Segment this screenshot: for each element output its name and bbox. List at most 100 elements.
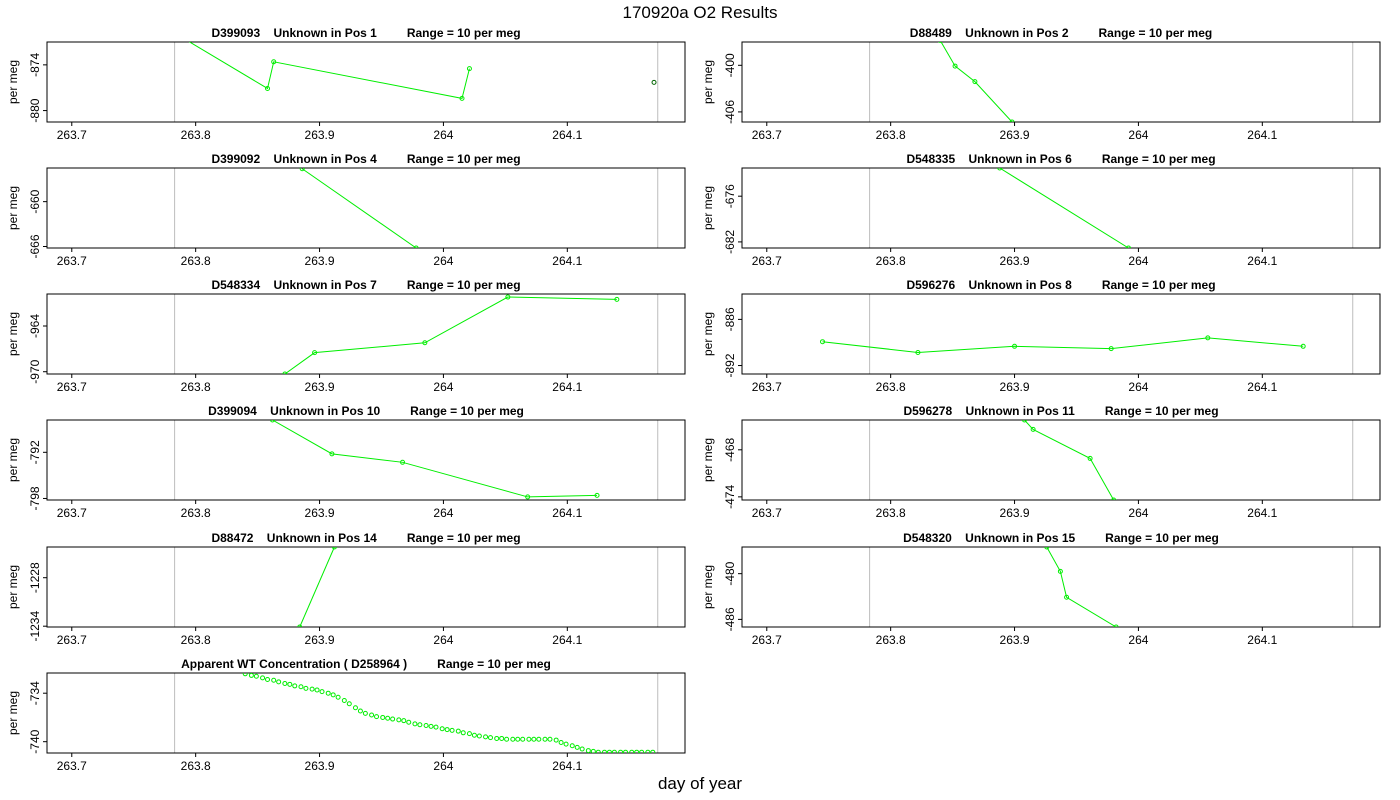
y-tick-label: -886 xyxy=(723,307,737,331)
x-tick-label: 264 xyxy=(433,254,453,268)
data-point xyxy=(515,736,521,742)
panel-frame xyxy=(46,546,686,628)
y-tick-label: -892 xyxy=(723,353,737,377)
series-line xyxy=(188,42,470,99)
data-point xyxy=(476,733,482,739)
panel-title: D548335 Unknown in Pos 6 Range = 10 per … xyxy=(906,152,1215,166)
data-point xyxy=(574,744,580,750)
data-point xyxy=(1126,245,1132,248)
data-point xyxy=(651,79,657,85)
y-tick-label: -660 xyxy=(28,189,42,213)
data-point xyxy=(433,724,439,730)
x-tick-label: 264.1 xyxy=(1247,633,1277,647)
series-line xyxy=(999,168,1129,248)
x-axis-label: day of year xyxy=(657,774,743,793)
data-point xyxy=(314,687,320,693)
y-tick-label: -964 xyxy=(28,314,42,338)
x-tick-label: 263.9 xyxy=(1000,633,1030,647)
x-tick-label: 263.8 xyxy=(876,128,906,142)
x-tick-label: 263.9 xyxy=(1000,506,1030,520)
data-point xyxy=(594,492,600,498)
data-point xyxy=(282,681,288,687)
x-tick-label: 264 xyxy=(433,759,453,773)
data-point xyxy=(466,66,472,72)
data-point xyxy=(242,673,248,677)
y-tick-label: -400 xyxy=(723,53,737,77)
data-point xyxy=(525,494,531,500)
x-tick-label: 263.9 xyxy=(305,506,335,520)
data-point xyxy=(312,350,318,356)
x-tick-label: 263.8 xyxy=(876,633,906,647)
data-point xyxy=(390,716,396,722)
data-layer xyxy=(297,547,337,627)
x-tick-label: 264.1 xyxy=(552,380,582,394)
y-axis-label: per meg xyxy=(6,60,20,104)
y-tick-label: -798 xyxy=(28,486,42,510)
data-point xyxy=(297,624,303,627)
y-axis-label: per meg xyxy=(6,438,20,482)
y-tick-label: -682 xyxy=(723,230,737,254)
data-layer xyxy=(1021,420,1117,500)
y-tick-label: -480 xyxy=(723,561,737,585)
data-point xyxy=(1300,343,1306,349)
x-tick-label: 264.1 xyxy=(1247,128,1277,142)
x-tick-label: 263.9 xyxy=(305,128,335,142)
panel-frame xyxy=(741,41,1381,123)
panel-title: D596276 Unknown in Pos 8 Range = 10 per … xyxy=(906,278,1215,292)
series-line xyxy=(940,42,1013,122)
panel-title: Apparent WT Concentration ( D258964 ) Ra… xyxy=(181,657,551,671)
series-line xyxy=(822,337,1304,353)
data-point xyxy=(526,736,532,742)
y-axis-label: per meg xyxy=(6,691,20,735)
x-tick-label: 263.7 xyxy=(752,506,782,520)
y-tick-label: -874 xyxy=(28,53,42,77)
x-tick-label: 263.8 xyxy=(181,380,211,394)
x-tick-label: 264 xyxy=(433,506,453,520)
y-tick-label: -676 xyxy=(723,184,737,208)
x-tick-label: 263.8 xyxy=(876,380,906,394)
chart-panel-11: Apparent WT Concentration ( D258964 ) Ra… xyxy=(6,657,686,773)
panel-frame xyxy=(46,41,686,123)
data-point xyxy=(972,79,978,85)
panel-title: D399093 Unknown in Pos 1 Range = 10 per … xyxy=(211,26,520,40)
y-tick-label: -486 xyxy=(723,607,737,631)
x-tick-label: 264 xyxy=(433,633,453,647)
x-tick-label: 264.1 xyxy=(552,254,582,268)
data-point xyxy=(542,736,548,742)
chart-panel-10: D548320 Unknown in Pos 15 Range = 10 per… xyxy=(701,531,1381,647)
data-point xyxy=(276,679,282,685)
x-tick-label: 264.1 xyxy=(552,128,582,142)
series-line xyxy=(301,168,417,248)
data-point xyxy=(614,296,620,302)
y-axis-label: per meg xyxy=(6,312,20,356)
x-tick-label: 264 xyxy=(1128,506,1148,520)
x-tick-label: 263.7 xyxy=(752,254,782,268)
series-line xyxy=(299,547,335,627)
data-layer xyxy=(282,294,620,374)
data-point xyxy=(319,689,325,695)
panel-frame xyxy=(46,672,686,754)
x-tick-label: 263.8 xyxy=(181,254,211,268)
x-tick-label: 264 xyxy=(1128,380,1148,394)
data-point xyxy=(417,722,423,728)
x-tick-label: 264 xyxy=(1128,128,1148,142)
x-tick-label: 263.9 xyxy=(305,254,335,268)
data-point xyxy=(952,63,958,69)
panel-frame xyxy=(741,546,1381,628)
data-point xyxy=(1087,455,1093,461)
x-tick-label: 264.1 xyxy=(1247,380,1277,394)
chart-panel-2: D88489 Unknown in Pos 2 Range = 10 per m… xyxy=(701,26,1381,142)
data-point xyxy=(639,749,645,753)
data-point xyxy=(455,728,461,734)
data-point xyxy=(330,692,336,698)
y-tick-label: -970 xyxy=(28,359,42,383)
data-point xyxy=(997,168,1003,171)
data-point xyxy=(298,684,304,690)
y-axis-label: per meg xyxy=(6,565,20,609)
series-line xyxy=(284,296,617,374)
x-tick-label: 263.9 xyxy=(1000,128,1030,142)
panel-frame xyxy=(46,167,686,249)
x-tick-label: 264.1 xyxy=(1247,254,1277,268)
data-point xyxy=(346,701,352,707)
x-tick-label: 263.8 xyxy=(876,506,906,520)
